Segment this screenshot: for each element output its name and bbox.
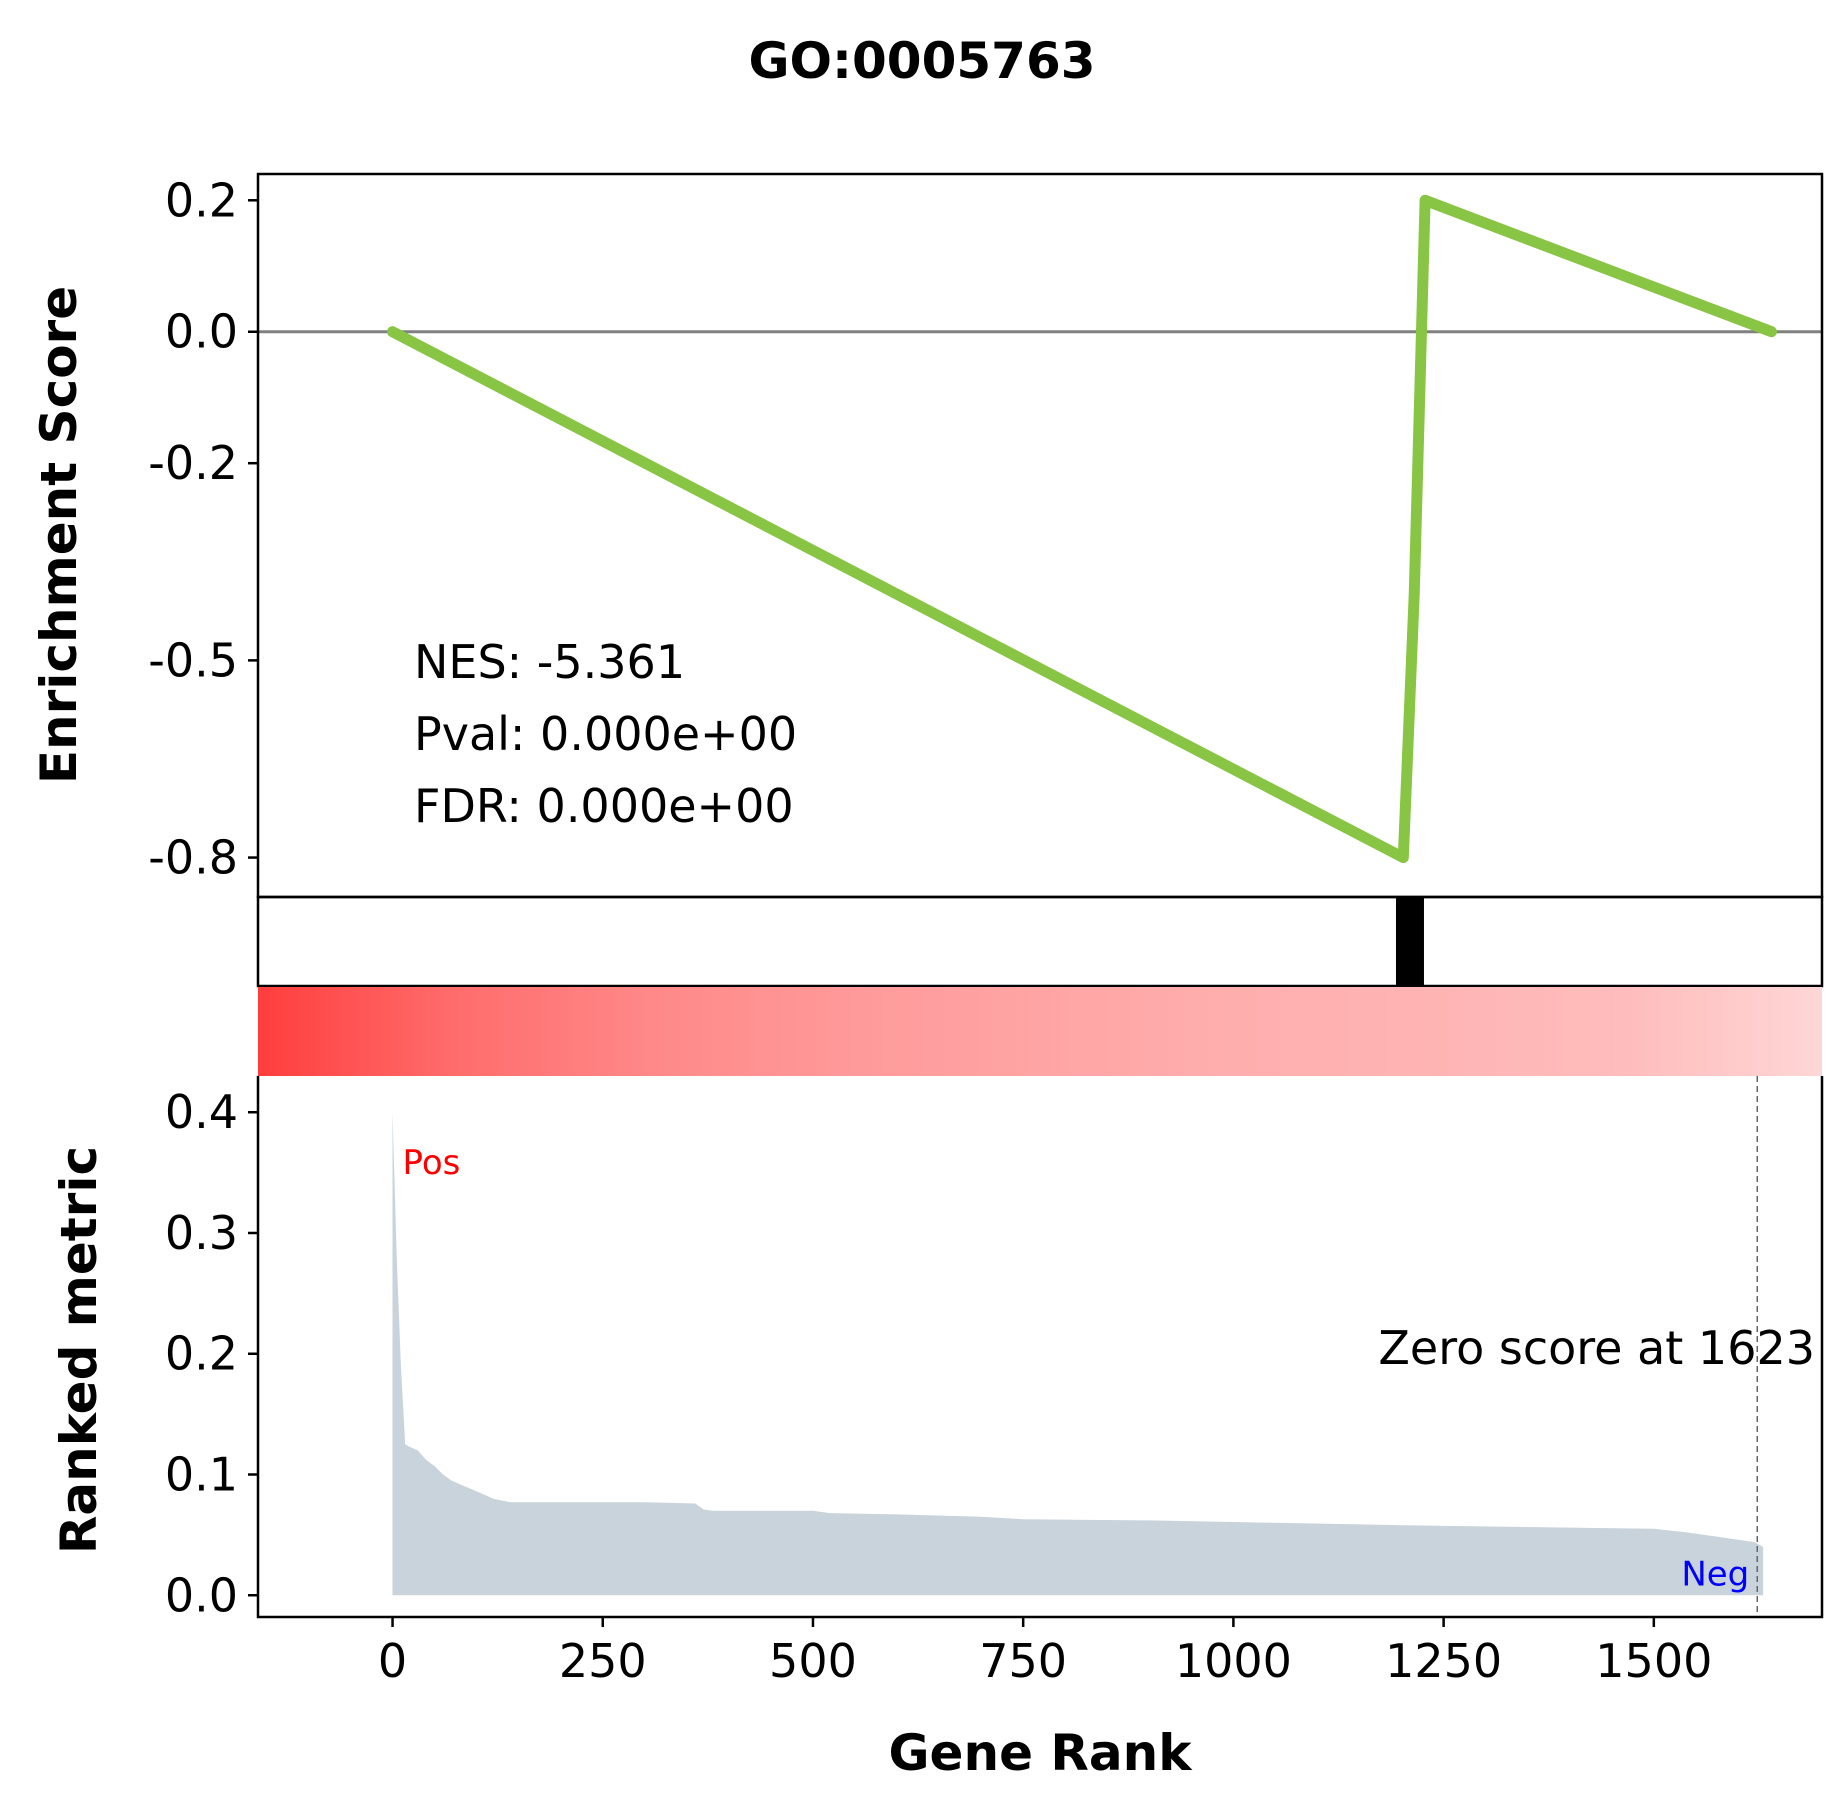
rm-y-tick-label: 0.1 [165,1448,238,1502]
rm-y-tick-label: 0.2 [165,1327,238,1381]
rm-y-tick-label: 0.3 [165,1206,238,1260]
chart-title: GO:0005763 [748,32,1095,90]
x-tick-label: 1250 [1385,1634,1502,1688]
x-tick-label: 500 [769,1634,857,1688]
x-tick-label: 0 [378,1634,407,1688]
x-tick-label: 250 [559,1634,647,1688]
pval-text: Pval: 0.000e+00 [414,707,797,761]
gene-hits-panel [256,895,1824,988]
es-y-tick-label: -0.5 [148,633,238,687]
ranked-metric-frame [256,1076,1824,1619]
es-y-tick-label: 0.2 [165,173,238,227]
rank-heatmap-strip [258,987,1822,1076]
es-y-tick-label: -0.2 [148,436,238,490]
es-y-tick-label: 0.0 [165,305,238,359]
gene-hit-mark [1395,897,1424,986]
rm-y-tick-label: 0.4 [165,1085,238,1139]
pos-label: Pos [403,1143,461,1183]
x-axis-label: Gene Rank [889,1724,1194,1782]
nes-text: NES: -5.361 [414,635,685,689]
rm-y-tick-label: 0.0 [165,1568,238,1622]
enrichment-score-line [387,194,1777,864]
zero-score-text: Zero score at 1623 [1378,1321,1815,1375]
fdr-text: FDR: 0.000e+00 [414,779,794,833]
y-axis-label-bottom: Ranked metric [50,1146,108,1554]
hits-frame [256,895,1824,988]
neg-label: Neg [1681,1554,1749,1594]
x-tick-label: 1000 [1175,1634,1292,1688]
enrichment-score-panel: 0.2 0.0 -0.2 -0.5 -0.8 NES: -5.361 Pval: 0.0… [148,172,1824,899]
ranked-metric-area [392,1112,1764,1596]
y-axis-label-top: Enrichment Score [30,286,88,784]
x-tick-label: 1500 [1595,1634,1712,1688]
x-tick-label: 750 [979,1634,1067,1688]
ranked-metric-panel: 0.0 0.1 0.2 0.3 0.4 Pos Neg Zero score at 16… [165,1076,1824,1622]
es-y-tick-label: -0.8 [148,831,238,885]
